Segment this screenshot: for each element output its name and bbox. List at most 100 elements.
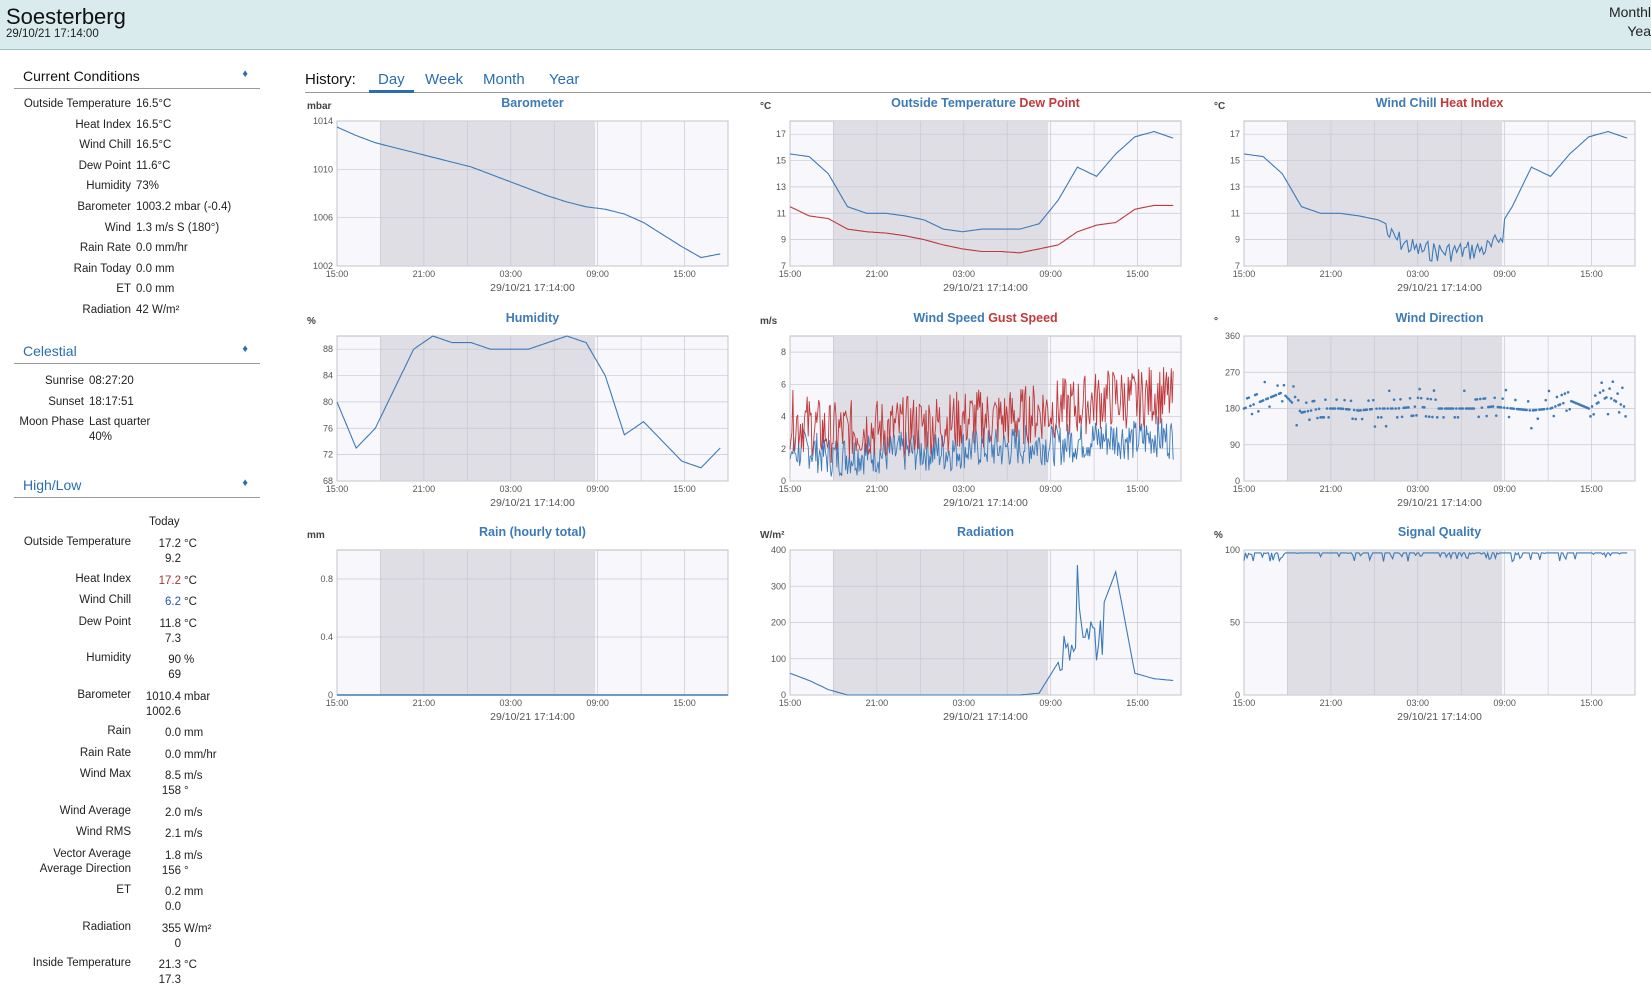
series-line — [336, 335, 721, 469]
yearly-report-link[interactable]: Yea — [1627, 23, 1651, 39]
highlow-label: Inside Temperature — [32, 957, 131, 969]
wind-direction-point — [1416, 396, 1420, 400]
tab-week[interactable]: Week — [425, 71, 464, 88]
chart-footer: 29/10/21 17:14:00 — [1397, 282, 1482, 294]
wind-direction-point — [1550, 406, 1554, 410]
condition-label: Wind Chill — [79, 139, 131, 152]
night-shade — [380, 336, 596, 481]
highlow-high-value: 0.0 — [165, 727, 181, 739]
current-conditions-header[interactable]: Current Conditions ♦ — [14, 66, 260, 89]
x-tick-label: 21:00 — [866, 698, 889, 708]
wind-direction-point — [1285, 396, 1289, 399]
celestial-header[interactable]: Celestial ♦ — [14, 341, 260, 364]
wind-direction-point — [1370, 407, 1374, 411]
wind-direction-point — [1494, 414, 1498, 417]
condition-value: 0.0 mm/hr — [136, 242, 188, 255]
y-tick-label: 15 — [1230, 156, 1240, 166]
y-tick-label: 72 — [323, 450, 333, 460]
highlow-header[interactable]: High/Low ♦ — [14, 475, 260, 498]
y-tick-label: 0.8 — [320, 574, 333, 584]
wind-direction-point — [1255, 392, 1259, 396]
collapse-toggle-icon[interactable]: ♦ — [242, 477, 248, 489]
x-tick-label: 09:00 — [1039, 484, 1062, 494]
celestial-label: Sunset — [48, 395, 84, 408]
x-tick-label: 15:00 — [1580, 269, 1603, 279]
y-axis-unit: % — [1214, 530, 1223, 541]
chart-footer: 29/10/21 17:14:00 — [943, 282, 1028, 294]
wind-direction-point — [1491, 405, 1495, 408]
y-tick-label: 9 — [781, 235, 786, 245]
x-tick-label: 09:00 — [586, 269, 609, 279]
wind-direction-point — [1380, 416, 1383, 419]
highlow-unit: °C — [184, 574, 197, 587]
y-tick-label: 180 — [1225, 404, 1240, 414]
celestial-title: Celestial — [23, 343, 77, 359]
wind-direction-point — [1324, 398, 1327, 401]
wind-direction-point — [1593, 394, 1597, 397]
y-tick-label: 4 — [781, 412, 786, 422]
wind-direction-point — [1360, 417, 1364, 421]
collapse-toggle-icon[interactable]: ♦ — [242, 343, 248, 355]
y-tick-label: 0 — [1235, 476, 1240, 486]
highlow-unit: W/m² — [184, 922, 212, 935]
wind-direction-point — [1351, 417, 1354, 421]
y-tick-label: 100 — [1225, 545, 1240, 555]
station-name: Soesterberg — [6, 4, 126, 29]
condition-label: Barometer — [77, 201, 131, 213]
x-tick-label: 15:00 — [326, 698, 349, 708]
tab-day[interactable]: Day — [369, 71, 414, 93]
y-axis-unit: m/s — [760, 316, 778, 327]
wind-direction-point — [1281, 399, 1284, 403]
wind-direction-point — [1435, 416, 1439, 419]
chart-footer: 29/10/21 17:14:00 — [1397, 711, 1482, 723]
x-tick-label: 03:00 — [953, 484, 976, 494]
highlow-unit: m/s — [184, 770, 203, 782]
y-tick-label: 0 — [1235, 690, 1240, 700]
wind-direction-point — [1274, 393, 1278, 397]
y-tick-label: 76 — [323, 423, 333, 433]
y-tick-label: 17 — [1230, 129, 1240, 139]
wind-direction-point — [1587, 407, 1591, 410]
highlow-label: Rain Rate — [79, 746, 131, 759]
highlow-high-value: 90 — [168, 654, 181, 666]
wind-direction-point — [1244, 406, 1247, 410]
wind-direction-point — [1293, 395, 1297, 399]
chart-sig: 0 50 100 15:00 21:00 03:00 09:00 15:00% Signal Q… — [1214, 525, 1636, 723]
x-tick-label: 09:00 — [586, 484, 609, 494]
y-tick-label: 1002 — [313, 261, 333, 271]
wind-direction-point — [1600, 381, 1603, 385]
wind-direction-point — [1611, 380, 1615, 384]
condition-value: 42 W/m² — [136, 304, 180, 316]
wind-direction-point — [1303, 410, 1306, 414]
wind-direction-point — [1376, 416, 1380, 419]
collapse-toggle-icon[interactable]: ♦ — [242, 68, 248, 80]
tab-year[interactable]: Year — [549, 71, 580, 88]
wind-direction-point — [1427, 415, 1431, 418]
wind-direction-point — [1617, 411, 1621, 414]
y-tick-label: 13 — [1230, 182, 1240, 192]
monthly-report-link[interactable]: Monthl — [1608, 4, 1651, 20]
wind-direction-point — [1423, 406, 1426, 409]
y-tick-label: 0 — [328, 690, 333, 700]
wind-direction-point — [1624, 415, 1627, 418]
celestial-label: Moon Phase — [19, 416, 84, 429]
highlow-unit: ° — [184, 864, 189, 877]
wind-direction-point — [1616, 392, 1619, 395]
x-tick-label: 21:00 — [1320, 698, 1343, 708]
x-tick-label: 15:00 — [673, 698, 696, 708]
chart-temp: 7 9 11 13 15 17 15:00 21:00 03:00 09:00 15:00 °C Out… — [760, 96, 1182, 294]
highlow-low-value: 0.0 — [165, 901, 181, 913]
wind-direction-point — [1455, 407, 1458, 410]
x-tick-label: 03:00 — [500, 269, 523, 279]
wind-direction-point — [1391, 407, 1394, 410]
tab-month[interactable]: Month — [483, 71, 525, 88]
celestial-value: 08:27:20 — [89, 375, 134, 387]
wind-direction-point — [1526, 400, 1530, 403]
wind-direction-point — [1562, 401, 1565, 405]
wind-direction-point — [1413, 405, 1417, 408]
highlow-low-value: 158 — [161, 785, 181, 797]
y-tick-label: 0 — [781, 476, 786, 486]
wind-direction-point — [1512, 407, 1516, 410]
wind-direction-point — [1485, 414, 1488, 418]
wind-direction-point — [1287, 397, 1291, 401]
